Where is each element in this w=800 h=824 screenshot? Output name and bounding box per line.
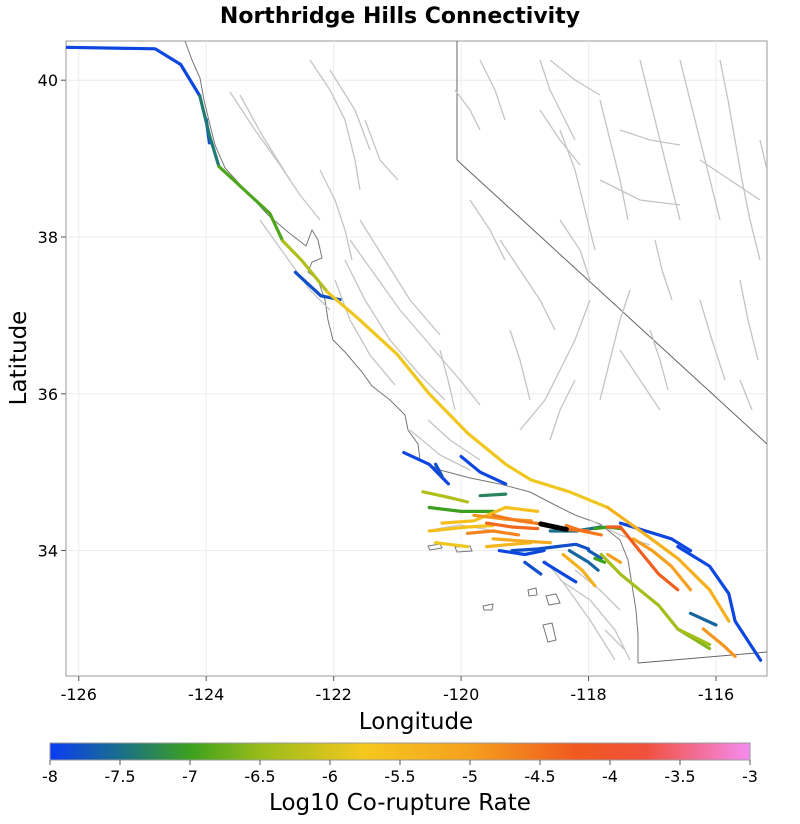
fault-trace — [485, 521, 540, 531]
fault-trace — [676, 545, 763, 662]
fault-trace — [281, 239, 329, 294]
colorbar-tick-label: -7.5 — [104, 767, 135, 786]
fault-trace — [587, 549, 603, 560]
fault-trace — [510, 545, 559, 553]
fault-trace — [701, 627, 737, 658]
fault-trace — [66, 45, 202, 98]
colorbar-tick-label: -8 — [42, 767, 58, 786]
colorbar-tick-label: -6 — [322, 767, 338, 786]
fault-trace — [217, 164, 285, 243]
fault-trace — [421, 490, 470, 504]
fault-trace — [434, 541, 470, 549]
fault-trace — [427, 505, 495, 513]
island — [427, 543, 443, 551]
fault-trace — [325, 290, 610, 510]
x-tick-label: -120 — [443, 685, 479, 704]
fault-trace — [497, 549, 546, 557]
island — [527, 587, 538, 597]
colorbar-tick-label: -6.5 — [244, 767, 275, 786]
y-tick-label: 38 — [38, 228, 58, 247]
fault-trace — [485, 541, 533, 549]
fault-trace — [631, 537, 693, 592]
colorbar-tick-label: -4 — [602, 767, 618, 786]
fault-trace — [593, 556, 607, 564]
fault-trace — [561, 552, 597, 588]
island — [545, 593, 561, 606]
fault-trace — [491, 537, 552, 545]
fault-trace — [427, 523, 495, 533]
target-fault-layer — [538, 521, 569, 532]
fault-trace — [198, 94, 221, 168]
x-tick-label: -116 — [698, 685, 734, 704]
fault-trace — [599, 552, 712, 647]
basemap — [184, 41, 767, 664]
y-tick-label: 40 — [38, 71, 58, 90]
y-axis-title: Latitude — [6, 311, 32, 406]
colorbar-title: Log10 Co-rupture Rate — [269, 790, 531, 816]
x-axis-ticks: -126 -124 -122 -120 -118 -116 — [61, 676, 734, 704]
fault-trace — [606, 525, 680, 592]
fault-trace — [555, 542, 591, 551]
fault-trace — [523, 560, 543, 576]
state-border-south — [637, 651, 767, 664]
x-tick-label: -126 — [61, 685, 97, 704]
fault-trace — [542, 560, 578, 584]
island — [542, 622, 557, 643]
background-faults — [229, 59, 767, 661]
fault-trace — [434, 462, 444, 478]
fault-trace — [564, 527, 591, 533]
fault-trace — [459, 454, 508, 486]
fault-trace — [688, 611, 718, 627]
colorbar-tick-label: -3 — [742, 767, 758, 786]
colorbar-tick-label: -7 — [182, 767, 198, 786]
x-tick-label: -124 — [188, 685, 224, 704]
y-axis-ticks: 34 36 38 40 — [38, 71, 66, 561]
y-tick-label: 34 — [38, 542, 58, 561]
fault-trace — [567, 549, 600, 572]
x-tick-label: -118 — [570, 685, 606, 704]
colorbar-ticks: -8 -7.5 -7 -6.5 -6 -5.5 -5 -4.5 -4 -3.5 -3 — [42, 760, 758, 786]
y-tick-label: 36 — [38, 385, 58, 404]
grid-lines — [66, 41, 767, 676]
x-axis-title: Longitude — [359, 709, 473, 735]
colorbar-tick-label: -4.5 — [524, 767, 555, 786]
target-fault-trace — [538, 521, 569, 532]
plot-area — [65, 40, 768, 677]
island — [482, 603, 494, 611]
colorbar — [49, 742, 751, 761]
colorbar-tick-label: -5.5 — [384, 767, 415, 786]
fault-trace — [606, 552, 622, 564]
state-border — [456, 41, 767, 445]
x-tick-label: -122 — [315, 685, 351, 704]
fault-trace — [606, 505, 731, 623]
fault-trace — [478, 492, 508, 498]
chart-title: Northridge Hills Connectivity — [220, 4, 580, 29]
colorbar-tick-label: -3.5 — [664, 767, 695, 786]
rupture-faults — [66, 45, 763, 662]
fault-trace — [491, 513, 543, 526]
fault-trace — [465, 529, 521, 537]
fault-trace — [440, 505, 540, 525]
colorbar-tick-label: -5 — [462, 767, 478, 786]
